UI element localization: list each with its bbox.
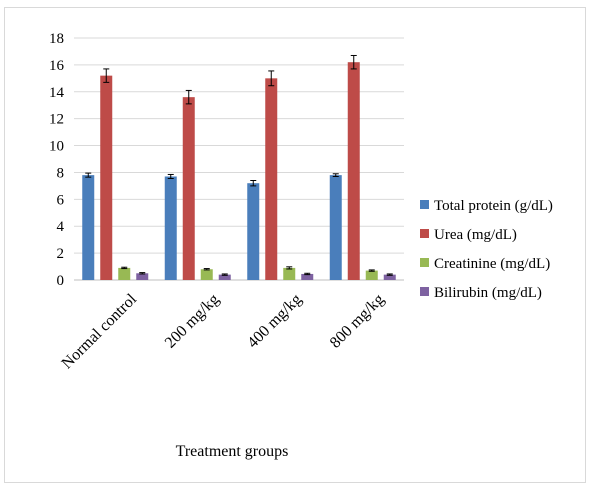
legend-swatch-4 (420, 287, 429, 296)
bar-4-4 (383, 274, 396, 280)
bar-1-3 (247, 183, 260, 280)
bar-3-4 (365, 270, 378, 280)
legend-swatch-3 (420, 258, 429, 267)
error-bar-2-2 (185, 89, 192, 105)
y-tick-label: 2 (57, 246, 65, 262)
error-bar-1-1 (85, 172, 92, 178)
error-bar-1-3 (250, 180, 257, 187)
x-tick-label: 200 mg/kg (162, 291, 223, 352)
error-bar-2-3 (268, 70, 275, 87)
legend: Total protein (g/dL) Urea (mg/dL) Creatini… (420, 198, 553, 301)
y-tick-label: 10 (49, 139, 64, 155)
error-bar-3-1 (121, 266, 128, 270)
bar-2-4 (347, 62, 360, 281)
bar-4-3 (301, 273, 314, 280)
bar-3-2 (200, 269, 213, 280)
y-tick-label: 14 (49, 85, 65, 101)
bar-2-2 (182, 97, 195, 281)
y-tick-label: 0 (57, 273, 65, 289)
bar-1-2 (164, 176, 177, 280)
legend-label-3: Creatinine (mg/dL) (434, 256, 550, 272)
x-tick-label: 800 mg/kg (327, 291, 388, 352)
y-tick-label: 4 (57, 219, 65, 235)
y-tick-label: 12 (49, 112, 64, 128)
legend-swatch-2 (420, 229, 429, 238)
y-tick-labels: 0 2 4 6 8 10 12 14 16 18 (49, 31, 65, 289)
bar-4-2 (218, 274, 231, 280)
bar-3-3 (283, 267, 296, 280)
bar-1-1 (82, 175, 95, 280)
error-bars (85, 54, 393, 276)
y-tick-label: 18 (49, 31, 64, 47)
x-tick-labels: Normal control 200 mg/kg 400 mg/kg 800 mg/k… (59, 290, 388, 372)
error-bar-3-4 (368, 269, 375, 272)
y-tick-label: 6 (57, 192, 65, 208)
legend-label-1: Total protein (g/dL) (434, 198, 553, 214)
bar-4-1 (136, 273, 149, 280)
error-bar-2-1 (103, 68, 110, 83)
legend-swatch-1 (420, 200, 429, 209)
error-bar-4-3 (304, 272, 311, 276)
x-tick-label: Normal control (59, 290, 141, 372)
bar-3-1 (118, 267, 131, 280)
legend-label-2: Urea (mg/dL) (434, 227, 517, 243)
legend-label-4: Bilirubin (mg/dL) (434, 285, 542, 301)
bars (82, 62, 396, 281)
bar-1-4 (329, 175, 342, 280)
error-bar-4-4 (386, 273, 393, 276)
error-bar-1-2 (167, 173, 174, 179)
y-tick-label: 8 (57, 165, 65, 181)
error-bar-3-3 (286, 266, 293, 270)
error-bar-1-4 (332, 173, 339, 177)
error-bar-3-2 (203, 268, 210, 271)
y-tick-label: 16 (49, 58, 65, 74)
bar-2-3 (265, 78, 278, 280)
error-bar-4-1 (139, 272, 146, 275)
error-bar-2-4 (350, 54, 357, 70)
x-axis-title: Treatment groups (176, 443, 289, 460)
bar-2-1 (100, 75, 113, 281)
x-tick-label: 400 mg/kg (244, 291, 305, 352)
error-bar-4-2 (221, 273, 228, 276)
